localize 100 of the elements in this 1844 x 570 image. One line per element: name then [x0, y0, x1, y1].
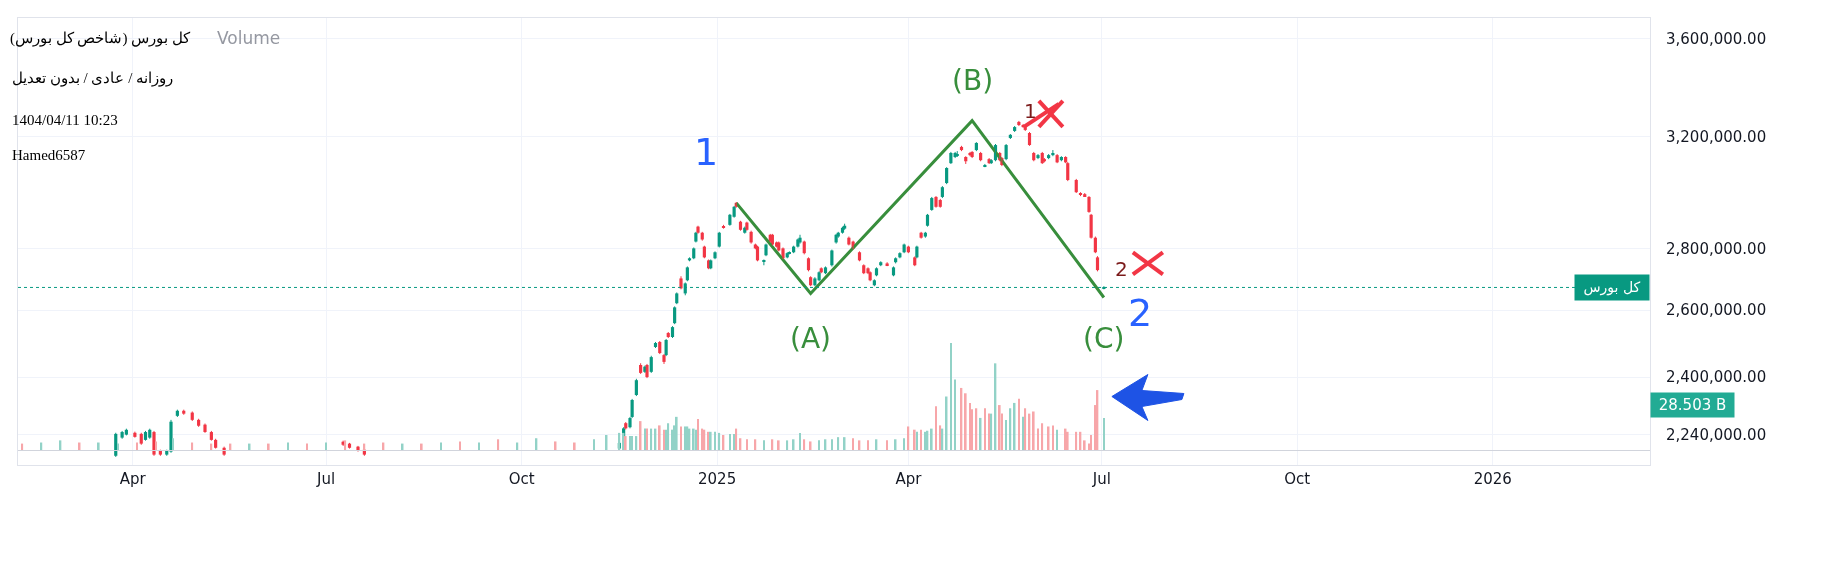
y-tick-label: 2,800,000.00 [1666, 239, 1767, 258]
bar [903, 438, 905, 450]
annotation: Hamed6587 [12, 147, 86, 163]
bar [658, 425, 661, 450]
y-tick-label: 2,240,000.00 [1666, 425, 1767, 444]
bar [172, 438, 174, 450]
bar [593, 439, 595, 450]
bar [714, 431, 716, 450]
bar [1075, 431, 1078, 450]
bar [478, 442, 480, 450]
bar [975, 408, 978, 450]
bar [573, 442, 576, 450]
annotation: 2 [1115, 257, 1128, 281]
bar [1024, 408, 1027, 450]
bar [735, 428, 738, 450]
bar [754, 439, 757, 450]
bar [907, 426, 910, 450]
bar [1103, 417, 1105, 450]
bar [950, 343, 952, 450]
bar [1005, 420, 1007, 450]
annotation: (A) [790, 322, 832, 355]
bar [697, 418, 699, 450]
bar [306, 443, 308, 450]
bar [97, 442, 100, 450]
bar [818, 440, 820, 450]
annotation: Volume [217, 28, 281, 48]
y-tick-label: 3,600,000.00 [1666, 29, 1767, 48]
bar [1056, 429, 1058, 450]
ref-line-label: كل بورس [1579, 279, 1645, 296]
bar [954, 379, 956, 450]
bar [635, 436, 638, 450]
bar [1009, 408, 1012, 450]
bar [287, 442, 289, 450]
bar [680, 426, 682, 450]
bar [695, 429, 697, 450]
bar [777, 440, 780, 450]
bar [998, 405, 1001, 450]
bar [729, 433, 731, 450]
x-tick-label: Jul [1091, 470, 1111, 488]
bar [1037, 428, 1039, 450]
bar [420, 443, 423, 450]
bar [440, 442, 442, 450]
bar [667, 423, 670, 450]
y-tick-label: 2,400,000.00 [1666, 368, 1767, 387]
bar [935, 406, 937, 450]
x-tick-label: 2025 [698, 470, 737, 488]
x-tick-label: Apr [895, 470, 923, 488]
bar [1090, 435, 1092, 450]
annotation: 1 [694, 130, 719, 174]
bar [984, 408, 986, 450]
bar [837, 437, 840, 450]
bar [920, 429, 922, 450]
line-series [734, 119, 1106, 299]
bar [746, 439, 748, 450]
bar [1022, 416, 1024, 450]
bar [325, 442, 327, 450]
bar [763, 440, 765, 450]
bar [718, 432, 721, 450]
bar [1018, 398, 1020, 450]
y-tick-label: 2,600,000.00 [1666, 301, 1767, 320]
bar [155, 441, 157, 450]
text: 28.503 B [1654, 396, 1732, 414]
text: كل بورس (شاخص كل بورس) [10, 30, 191, 48]
bar [786, 440, 789, 450]
text: روزانه / عادی / بدون تعدیل [12, 70, 174, 87]
x-tick-label: Oct [1284, 470, 1311, 488]
bar [771, 439, 774, 450]
bar [459, 441, 461, 450]
bar [267, 443, 270, 450]
annotation: (C) [1083, 322, 1125, 355]
bar [1052, 425, 1054, 450]
annotation: 2 [1128, 291, 1153, 335]
bar [675, 416, 678, 450]
bar [799, 432, 801, 450]
x-tick-label: 2026 [1473, 470, 1512, 488]
bar [136, 442, 138, 450]
bar [831, 439, 833, 450]
bar [733, 433, 735, 450]
bar [803, 439, 806, 450]
annotation: 1 [1024, 99, 1037, 123]
bar [21, 443, 24, 450]
bar [969, 402, 971, 450]
bar [1041, 423, 1044, 450]
bar [650, 428, 653, 450]
bar [964, 393, 967, 450]
y-tick-label: 3,200,000.00 [1666, 128, 1767, 147]
x-tick-label: Oct [508, 470, 535, 488]
bar [117, 443, 119, 450]
bar [1083, 440, 1086, 450]
x-tick-label: Apr [119, 470, 147, 488]
bar [497, 439, 500, 450]
annotation: 1404/04/11 10:23 [12, 112, 118, 128]
bar [867, 440, 869, 450]
bar [886, 440, 888, 450]
x-tick-label: Jul [316, 470, 336, 488]
annotation: (B) [952, 64, 994, 97]
bar [692, 428, 695, 450]
bar [930, 428, 933, 450]
bar [1032, 411, 1035, 450]
bar [852, 438, 854, 450]
